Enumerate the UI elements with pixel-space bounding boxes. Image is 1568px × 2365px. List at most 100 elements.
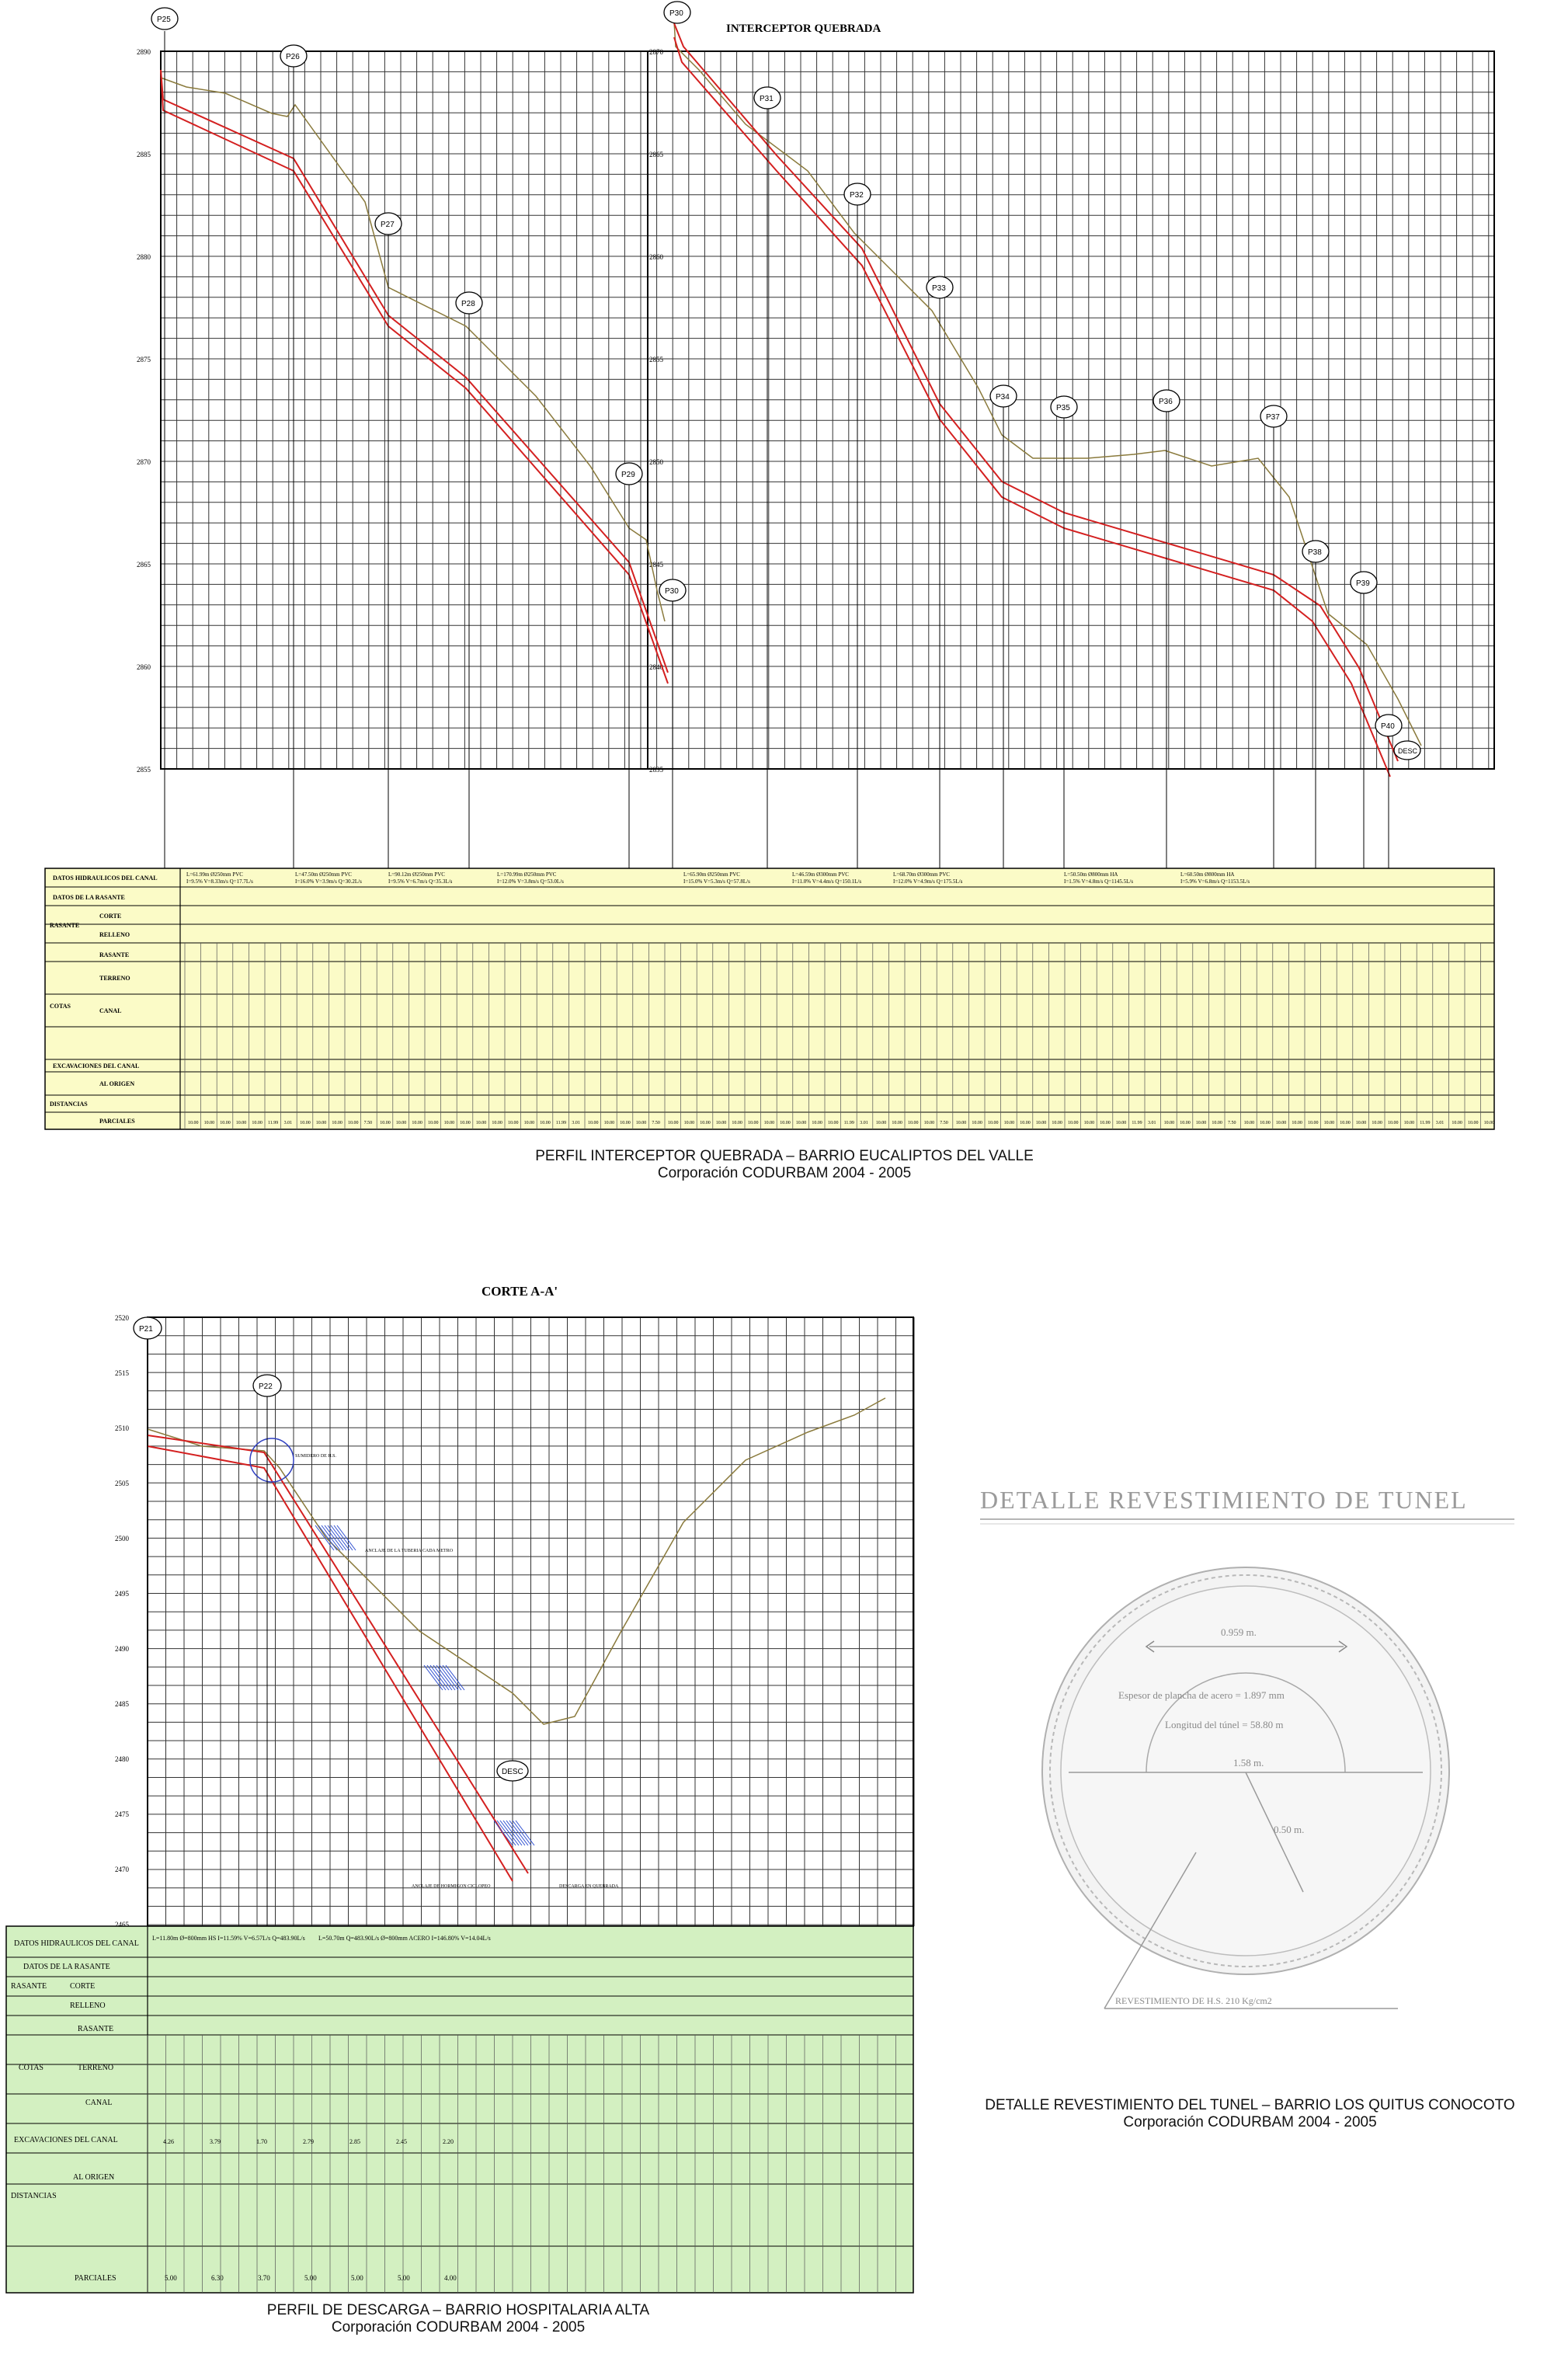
parcial-value: 10.00 [444, 1121, 455, 1125]
hydraulic-segment-text: I=5.9% V=6.8m/s Q=1153.5L/s [1180, 878, 1250, 885]
well-marker [1050, 395, 1078, 419]
parcial-value: 10.00 [812, 1121, 822, 1125]
well-marker [1153, 389, 1180, 412]
manhole-circle [249, 1438, 294, 1483]
parcial-value: 11.99 [844, 1121, 854, 1125]
anchor-hatch [442, 1664, 462, 1691]
anchor-hatch [445, 1664, 465, 1691]
parcial-value: 10.00 [764, 1121, 775, 1125]
parcial-value: 10.00 [908, 1121, 919, 1125]
anchor-hatch [321, 1525, 341, 1551]
terrain-line-right [673, 21, 1422, 746]
well-marker [615, 462, 643, 485]
table-row-label: AL ORIGEN [99, 1080, 134, 1087]
elev-label: 2510 [115, 1424, 130, 1432]
parcial-value: 10.00 [204, 1121, 215, 1125]
hydraulic-segment-text: I=15.0% V=5.3m/s Q=57.8L/s [683, 878, 750, 885]
elev-label: 2475 [115, 1810, 130, 1818]
anchor-hatch [318, 1525, 338, 1551]
parcial-value: 10.00 [1004, 1121, 1015, 1125]
parcial-value: 10.00 [380, 1121, 391, 1125]
profile2-grid: 2520 2515 2510 2505 2500 2495 2490 2485 2480 2475… [115, 1314, 915, 1929]
hydraulic-segment-text: L=170.99m Ø250mm PVC [497, 871, 557, 878]
elev-label-left: 2875 [137, 356, 151, 363]
elev-label: 2500 [115, 1535, 130, 1542]
parcial-value: 10.00 [1452, 1121, 1462, 1125]
elev-label-left: 2885 [137, 151, 151, 158]
well-label: DESC [502, 1768, 523, 1776]
tunnel-thickness-note: Espesor de plancha de acero = 1.897 mm [1118, 1689, 1285, 1701]
well-marker [663, 1, 691, 24]
well-marker [659, 579, 687, 602]
parcial-value: 10.00 [1084, 1121, 1095, 1125]
parcial-value: 10.00 [1244, 1121, 1255, 1125]
elev-label: 2495 [115, 1590, 130, 1598]
parcial-value: 10.00 [396, 1121, 407, 1125]
parcial-value: 10.00 [428, 1121, 439, 1125]
tunnel-leader-line [1104, 1852, 1197, 2009]
table-row-label: RASANTE [11, 1982, 47, 1991]
anchor-hatch [439, 1664, 459, 1691]
profile1-wells: P25 P26 P27 P28 P29 P30 P30 P31 P32 P33 P34 P35 P36 P… [151, 1, 1421, 868]
tunnel-length-note: Longitud del túnel = 58.80 m [1165, 1719, 1283, 1730]
profile1-caption-title: PERFIL INTERCEPTOR QUEBRADA – BARRIO EUC… [535, 1148, 1034, 1164]
elev-label-left: 2855 [137, 766, 151, 774]
profile2-caption: PERFIL DE DESCARGA – BARRIO HOSPITALARIA… [140, 2302, 777, 2336]
tunnel-inner-ring [1060, 1585, 1431, 1956]
excav-value: 2.20 [443, 2138, 454, 2145]
parcial-value: 10.00 [1052, 1121, 1062, 1125]
excav-value: 4.26 [163, 2138, 174, 2145]
parcial-value: 10.00 [1116, 1121, 1127, 1125]
hydraulic-segment-text: L=60.50m Ø800mm HA [1180, 871, 1234, 878]
well-label: P29 [621, 471, 635, 479]
parcial-value: 10.00 [924, 1121, 935, 1125]
well-label: P21 [139, 1325, 153, 1334]
parcial-value: 10.00 [508, 1121, 519, 1125]
hydraulic-text: L=11.80m Ø=800mm HS I=11.59% V=6.57L/s Q… [152, 1935, 305, 1942]
table-row-label: EXCAVACIONES DEL CANAL [14, 2136, 118, 2144]
parcial-value: 10.00 [988, 1121, 999, 1125]
parcial-value: 10.00 [236, 1121, 247, 1125]
parcial-value: 10.00 [412, 1121, 422, 1125]
anchor-hatch [509, 1820, 529, 1846]
hydraulic-segment-text: L=46.59m Ø300mm PVC [792, 871, 849, 878]
well-label: P27 [381, 221, 395, 229]
parcial-value: 10.00 [300, 1121, 311, 1125]
tunnel-inner-arc [1146, 1672, 1346, 1773]
parcial-value: 10.00 [1484, 1121, 1495, 1125]
table-row-label: AL ORIGEN [73, 2173, 114, 2182]
well-marker [1302, 540, 1330, 563]
parcial-value: 10.00 [684, 1121, 695, 1125]
terrain-line-left [160, 77, 666, 622]
parcial-value: 10.00 [1308, 1121, 1319, 1125]
parcial-value: 5.00 [304, 2274, 317, 2282]
anchor-hatch [506, 1820, 526, 1846]
annotation: ANCLAJE DE LA TUBERIA CADA METRO [365, 1549, 454, 1553]
anchor-hatch [426, 1664, 447, 1691]
elev-label: 2470 [115, 1866, 130, 1873]
parcial-value: 10.00 [1036, 1121, 1047, 1125]
well-label: P31 [760, 95, 774, 103]
elev-label-right: 2855 [649, 356, 664, 363]
well-marker [374, 212, 402, 235]
profile2-title: CORTE A-A' [482, 1284, 558, 1299]
parcial-value: 10.00 [1180, 1121, 1191, 1125]
tunnel-chord-arrow-left [1145, 1640, 1155, 1653]
profile1-profile-lines [160, 21, 1422, 777]
table-row-label: DATOS DE LA RASANTE [23, 1963, 110, 1971]
parcial-value: 7.50 [940, 1121, 948, 1125]
well-label: P25 [157, 16, 171, 24]
parcial-value: 10.00 [1100, 1121, 1111, 1125]
well-label: P30 [665, 587, 679, 596]
parcial-value: 3.70 [258, 2274, 270, 2282]
tunnel-title: DETALLE REVESTIMIENTO DE TUNEL [980, 1486, 1468, 1514]
excav-value: 3.79 [210, 2138, 221, 2145]
elev-label: 2505 [115, 1480, 130, 1487]
parcial-value: 10.00 [252, 1121, 262, 1125]
table-row-label: RASANTE [99, 951, 129, 958]
excav-value: 1.70 [256, 2138, 267, 2145]
pipe-invert [147, 1435, 529, 1874]
tunnel-dim-top: 0.959 m. [1221, 1626, 1257, 1638]
profile2-drawing: 2520 2515 2510 2505 2500 2495 2490 2485 2480 2475… [5, 1284, 915, 2294]
parcial-value: 3.01 [284, 1121, 293, 1125]
